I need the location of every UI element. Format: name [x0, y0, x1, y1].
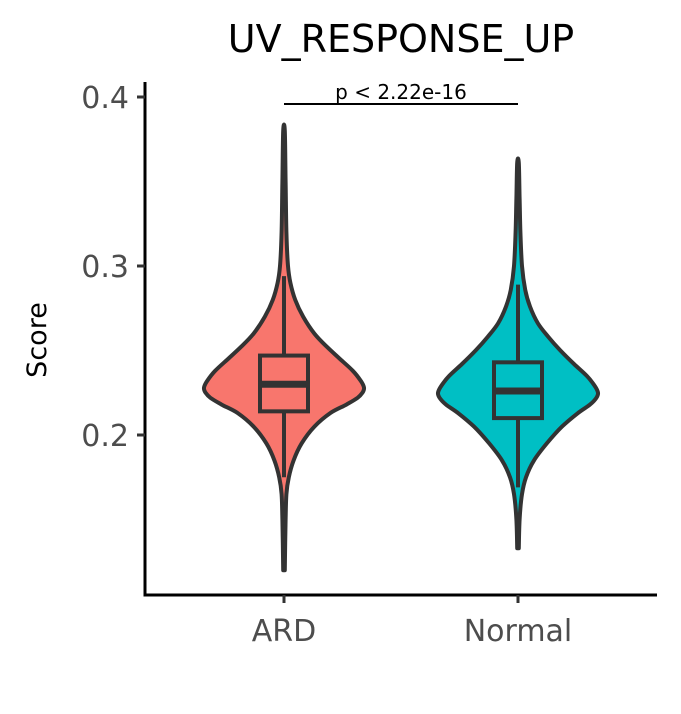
x-tick-label: ARD: [252, 614, 316, 649]
y-tick-label: 0.2: [81, 419, 129, 454]
chart-title: UV_RESPONSE_UP: [228, 17, 574, 61]
axes: 0.2 0.3 0.4 ARD Normal: [81, 81, 657, 649]
x-tick-label: Normal: [464, 614, 573, 649]
y-tick-label: 0.4: [81, 81, 129, 116]
violin-layer: [201, 122, 601, 573]
annotation-layer: p < 2.22e-16: [284, 80, 518, 105]
y-axis-title: Score: [22, 302, 53, 378]
y-tick-label: 0.3: [81, 250, 129, 285]
p-value-label: p < 2.22e-16: [335, 80, 467, 104]
